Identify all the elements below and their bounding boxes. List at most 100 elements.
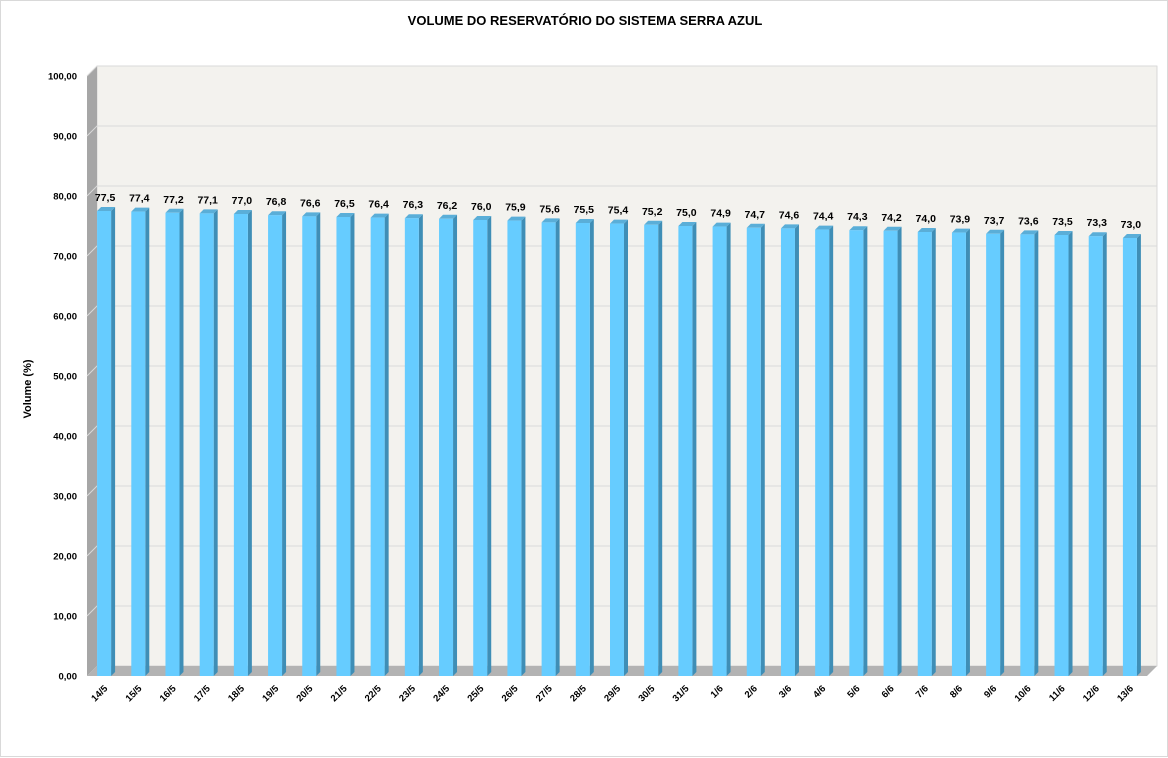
bar-top: [951, 228, 970, 233]
bar: [268, 215, 283, 676]
bar-top: [780, 224, 799, 229]
data-label: 76,3: [403, 199, 424, 211]
bar: [815, 229, 830, 676]
bar: [746, 227, 761, 677]
data-label: 73,5: [1052, 216, 1073, 228]
bar-side: [145, 207, 150, 676]
bar-top: [404, 214, 423, 219]
bar: [336, 217, 351, 676]
x-tick-label: 24/5: [431, 683, 452, 704]
bar-top: [302, 212, 321, 217]
bar-top: [268, 211, 287, 216]
data-label: 74,2: [881, 212, 902, 224]
bar: [404, 218, 419, 676]
x-tick-label: 19/5: [260, 683, 281, 704]
data-label: 74,7: [745, 209, 766, 221]
bar-top: [473, 216, 492, 220]
x-tick-label: 11/6: [1047, 683, 1067, 703]
y-tick-label: 30,00: [53, 492, 77, 503]
x-tick-label: 14/5: [89, 683, 110, 704]
bar: [1054, 235, 1069, 676]
data-label: 74,0: [916, 213, 937, 225]
data-label: 73,7: [984, 215, 1005, 227]
bar-side: [179, 208, 184, 677]
bar-side: [487, 216, 492, 676]
bar: [1020, 234, 1035, 676]
gridline: [86, 245, 1157, 257]
bar: [712, 226, 727, 676]
bar-top: [507, 216, 526, 221]
bar: [1122, 238, 1137, 676]
bar-side: [760, 223, 765, 677]
bar-side: [247, 210, 252, 676]
bar-top: [1088, 232, 1107, 237]
data-label: 76,6: [300, 197, 321, 209]
bar-top: [917, 228, 936, 232]
bar-top: [97, 207, 116, 211]
bar-top: [131, 207, 150, 212]
data-label: 75,0: [676, 207, 697, 219]
y-tick-label: 40,00: [53, 432, 77, 443]
bar-top: [986, 229, 1005, 234]
bar-side: [282, 211, 287, 676]
x-tick-label: 4/6: [811, 683, 828, 700]
bar-side: [418, 214, 423, 676]
gridline: [86, 425, 1157, 437]
x-tick-label: 30/5: [636, 683, 657, 704]
bar-top: [165, 208, 184, 213]
x-tick-label: 8/6: [948, 683, 965, 700]
bar-side: [965, 228, 970, 676]
data-label: 77,2: [163, 194, 184, 206]
x-tick-label: 16/5: [158, 683, 179, 704]
x-tick-label: 10/6: [1013, 683, 1034, 704]
x-tick-label: 6/6: [880, 683, 897, 700]
y-tick-label: 70,00: [53, 252, 77, 263]
y-tick-label: 90,00: [53, 132, 77, 143]
bar-side: [1102, 232, 1107, 676]
bar-side: [589, 219, 594, 676]
y-tick-label: 100,00: [48, 72, 77, 83]
x-tick-label: 27/5: [534, 683, 555, 704]
gridline: [86, 485, 1157, 497]
data-label: 74,3: [847, 211, 868, 223]
data-label: 75,6: [539, 203, 560, 215]
bar-side: [863, 226, 868, 676]
bar: [507, 220, 522, 676]
bar-side: [1068, 231, 1073, 676]
x-tick-label: 29/5: [602, 683, 623, 704]
bar: [951, 232, 966, 676]
bar: [199, 213, 214, 676]
gridline: [86, 545, 1157, 557]
data-label: 73,3: [1086, 217, 1107, 229]
bar: [849, 230, 864, 676]
bar-top: [199, 209, 218, 214]
bar: [1088, 236, 1103, 676]
data-label: 75,5: [574, 204, 595, 216]
bar-side: [453, 214, 458, 677]
x-tick-label: 5/6: [845, 683, 862, 700]
bar-top: [849, 226, 868, 231]
bar-side: [384, 213, 389, 676]
bar-side: [316, 212, 321, 676]
data-label: 74,6: [779, 209, 800, 221]
y-tick-label: 10,00: [53, 612, 77, 623]
x-tick-label: 25/5: [465, 683, 486, 704]
bar-top: [541, 218, 560, 223]
bar-top: [712, 222, 731, 227]
bar: [541, 222, 556, 676]
bar-top: [883, 226, 902, 231]
bar: [678, 226, 693, 676]
bar-top: [575, 219, 594, 223]
bar: [883, 230, 898, 677]
data-label: 76,4: [368, 199, 389, 211]
bar: [986, 233, 1001, 677]
x-tick-label: 17/5: [192, 683, 213, 704]
gridline: [86, 65, 1157, 77]
bar-side: [794, 224, 799, 676]
bar-side: [624, 219, 628, 676]
bar: [131, 211, 146, 676]
bar-top: [233, 210, 252, 214]
bar-side: [555, 218, 560, 676]
